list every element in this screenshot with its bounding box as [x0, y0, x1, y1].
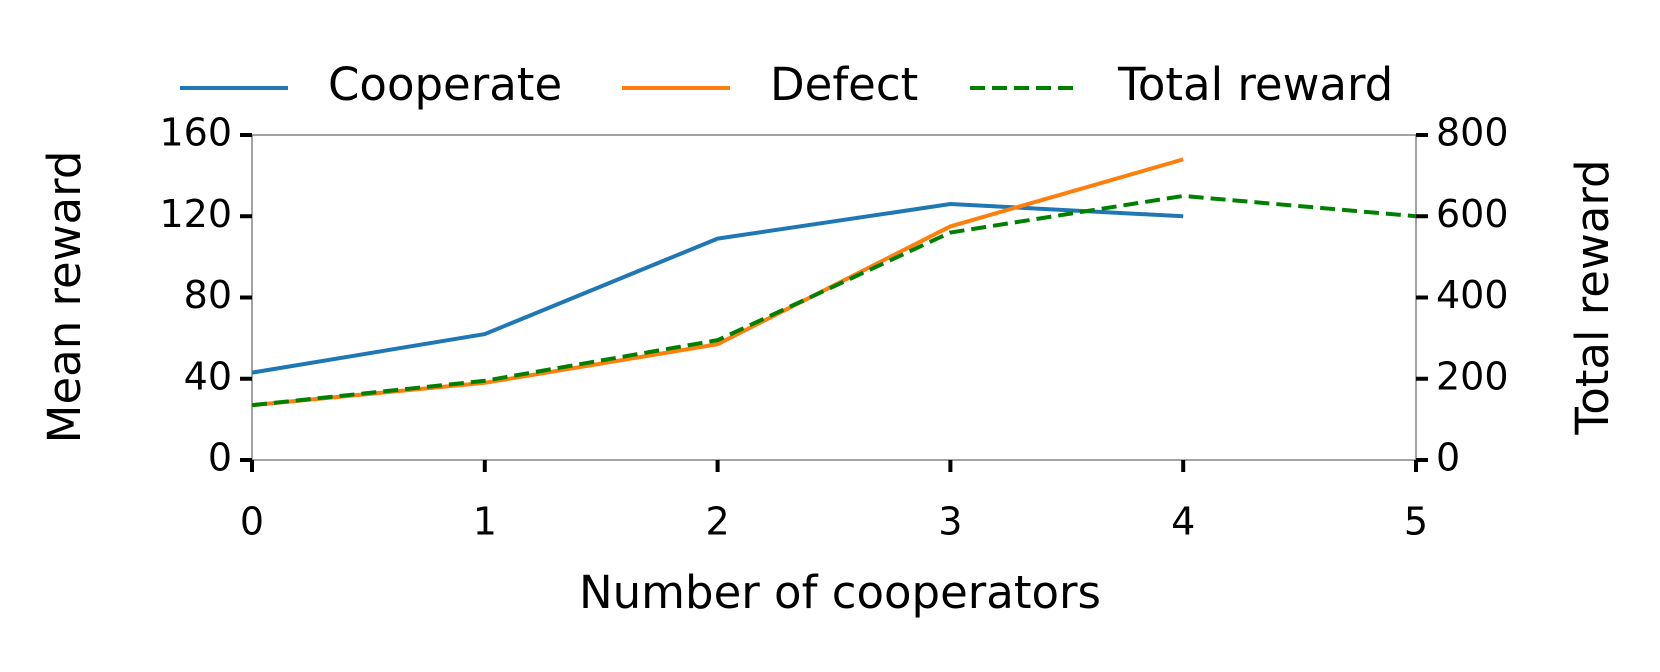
series-line	[251, 193, 1417, 408]
x-tick-label: 4	[1171, 500, 1195, 544]
x-axis-label: Number of cooperators	[579, 566, 1101, 619]
y2-tick-label: 800	[1436, 111, 1509, 155]
series-line	[251, 202, 1184, 375]
y-tick-label: 80	[184, 273, 232, 317]
x-tick-label: 0	[240, 500, 264, 544]
y2-tick-label: 600	[1436, 192, 1509, 236]
y2-tick-label: 0	[1436, 436, 1460, 480]
y-tick-label: 0	[208, 436, 232, 480]
y2-tick-label: 200	[1436, 354, 1509, 398]
y-tick-label: 160	[159, 111, 232, 155]
y2-tick-label: 400	[1436, 273, 1509, 317]
legend-label: Cooperate	[328, 58, 562, 111]
y2-axis-label: Total reward	[1566, 159, 1619, 435]
legend-label: Defect	[770, 58, 918, 111]
series-line	[251, 157, 1184, 408]
x-tick-label: 5	[1404, 500, 1428, 544]
x-tick-label: 3	[938, 500, 962, 544]
y-tick-label: 120	[159, 192, 232, 236]
y-tick-label: 40	[184, 354, 232, 398]
x-tick-label: 1	[473, 500, 497, 544]
legend-label: Total reward	[1117, 58, 1393, 111]
x-tick-label: 2	[706, 500, 730, 544]
y-axis-label: Mean reward	[38, 151, 91, 444]
plot-frame	[251, 134, 1417, 461]
